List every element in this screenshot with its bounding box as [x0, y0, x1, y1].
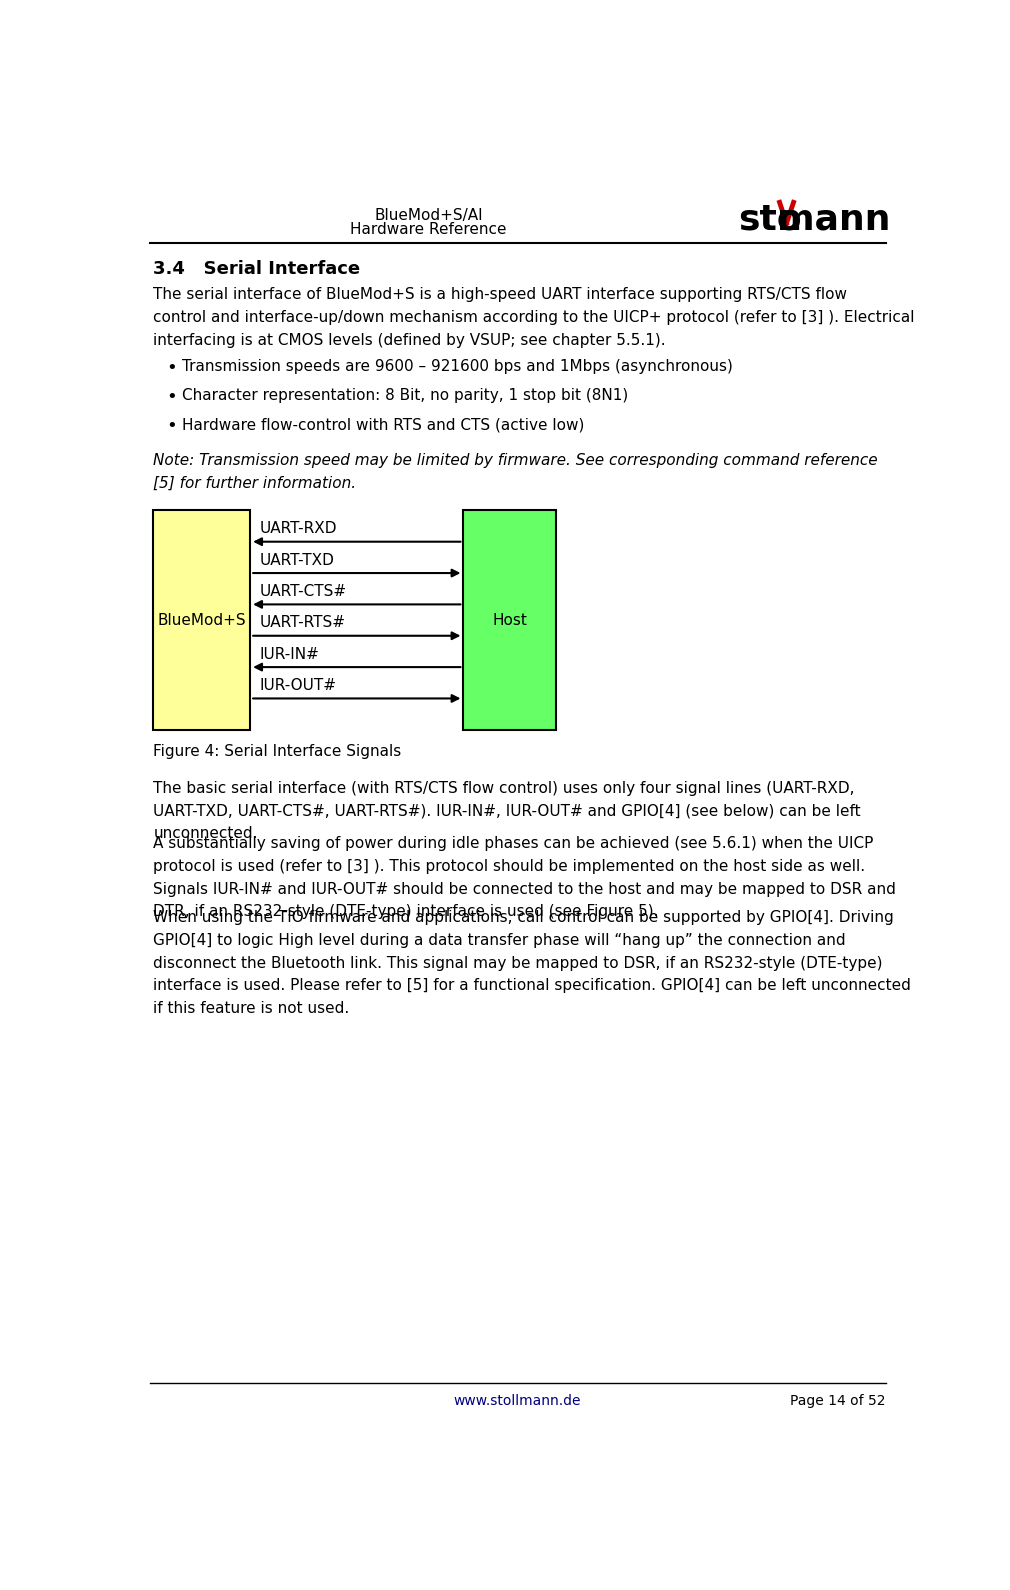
Text: IUR-OUT#: IUR-OUT#: [260, 677, 336, 693]
Text: sto: sto: [738, 202, 802, 237]
Text: IUR-IN#: IUR-IN#: [260, 647, 319, 661]
Text: •: •: [167, 388, 178, 405]
Text: Figure 4: Serial Interface Signals: Figure 4: Serial Interface Signals: [154, 744, 402, 758]
Text: UART-CTS#: UART-CTS#: [260, 584, 346, 599]
Text: When using the TIO firmware and applications, call control can be supported by G: When using the TIO firmware and applicat…: [154, 909, 911, 1016]
Text: Note: Transmission speed may be limited by firmware. See corresponding command r: Note: Transmission speed may be limited …: [154, 453, 878, 490]
Text: 3.4   Serial Interface: 3.4 Serial Interface: [154, 261, 361, 278]
Text: Hardware flow-control with RTS and CTS (active low): Hardware flow-control with RTS and CTS (…: [182, 417, 585, 432]
Text: The serial interface of BlueMod+S is a high-speed UART interface supporting RTS/: The serial interface of BlueMod+S is a h…: [154, 288, 915, 348]
Text: BlueMod+S/AI: BlueMod+S/AI: [374, 208, 483, 223]
Text: •: •: [167, 359, 178, 377]
Text: •: •: [167, 417, 178, 436]
Text: A substantially saving of power during idle phases can be achieved (see 5.6.1) w: A substantially saving of power during i…: [154, 836, 896, 919]
Text: The basic serial interface (with RTS/CTS flow control) uses only four signal lin: The basic serial interface (with RTS/CTS…: [154, 781, 861, 841]
Bar: [464, 510, 557, 730]
Text: mann: mann: [778, 202, 891, 237]
Text: UART-RTS#: UART-RTS#: [260, 615, 345, 630]
Text: UART-TXD: UART-TXD: [260, 553, 334, 568]
Text: Page 14 of 52: Page 14 of 52: [790, 1393, 886, 1407]
Text: BlueMod+S: BlueMod+S: [158, 612, 246, 628]
Text: Character representation: 8 Bit, no parity, 1 stop bit (8N1): Character representation: 8 Bit, no pari…: [182, 388, 628, 402]
Bar: [154, 510, 250, 730]
Text: UART-RXD: UART-RXD: [260, 522, 337, 536]
Text: Host: Host: [493, 612, 527, 628]
Text: Transmission speeds are 9600 – 921600 bps and 1Mbps (asynchronous): Transmission speeds are 9600 – 921600 bp…: [182, 359, 733, 374]
Text: Hardware Reference: Hardware Reference: [350, 223, 507, 237]
Text: www.stollmann.de: www.stollmann.de: [453, 1393, 582, 1407]
